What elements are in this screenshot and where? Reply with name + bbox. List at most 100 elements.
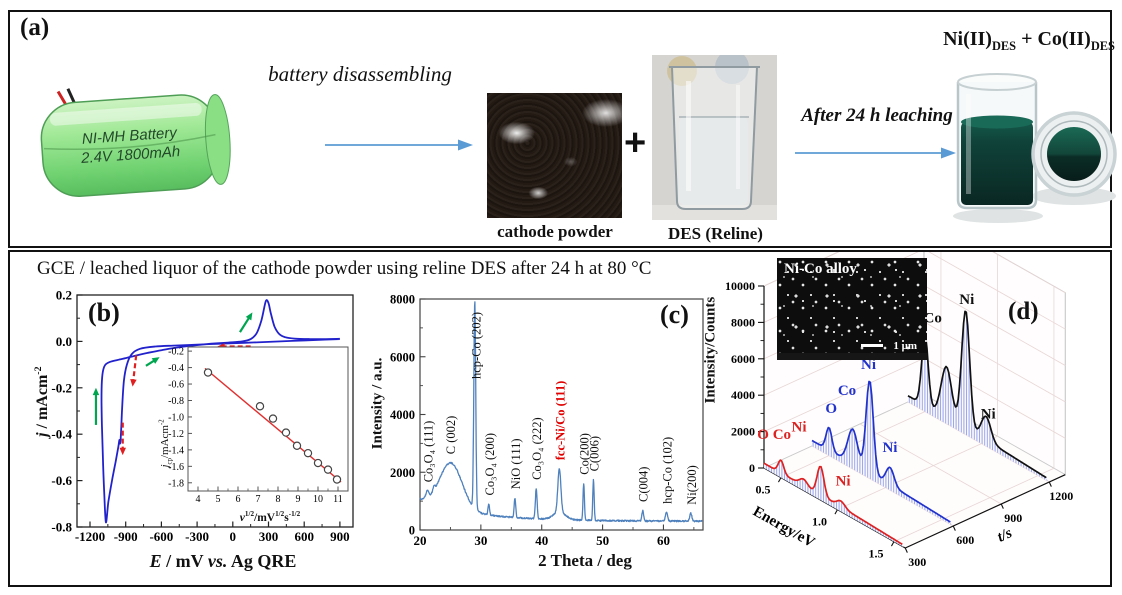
svg-text:300: 300 [908,555,926,569]
svg-text:0: 0 [749,461,755,475]
xrd-plot: 20 30 40 50 60 0 2000 4000 6000 8000 Co₃O₄ (111) C … [390,293,704,548]
svg-text:C(006): C(006) [587,436,601,471]
svg-text:-0.2: -0.2 [168,347,184,358]
panel-c-label: (c) [660,300,689,329]
svg-text:300: 300 [259,529,279,544]
svg-text:6: 6 [236,494,241,505]
step2-text: After 24 h leaching [801,105,953,126]
svg-text:NiO (111): NiO (111) [509,438,523,489]
svg-text:8: 8 [276,494,281,505]
svg-text:0.0: 0.0 [56,334,72,349]
svg-text:-0.8: -0.8 [168,396,184,407]
cv-inset: 4 5 6 7 8 9 10 11 -0.2 -0.4 -0.6 -0.8 -1.0 -1.2 -1.4 -1… [168,346,349,505]
cathode-powder-caption: cathode powder [497,222,613,241]
xrd-xlabel: 2 Theta / deg [538,551,632,570]
svg-text:Energy/eV: Energy/eV [750,504,817,552]
svg-text:11: 11 [333,494,343,505]
arrow-right-icon [795,147,956,159]
battery-text-2: 2.4V 1800mAh [80,143,181,167]
svg-text:-0.6: -0.6 [168,380,184,391]
product-co: Co(II) [1037,28,1091,50]
cv-xlabel: E / mV vs. Ag QRE [149,551,297,571]
product-co-sub: DES [1090,39,1115,53]
svg-text:1.5: 1.5 [868,547,883,561]
svg-text:600: 600 [294,529,314,544]
svg-text:-0.2: -0.2 [51,380,72,395]
svg-text:-600: -600 [149,529,173,544]
svg-text:8000: 8000 [731,315,755,329]
svg-text:0.2: 0.2 [56,288,72,303]
svg-text:6000: 6000 [731,352,755,366]
product-ni: Ni(II) [943,28,992,50]
svg-text:C(004): C(004) [637,467,651,502]
svg-text:Co₃O₄ (200): Co₃O₄ (200) [483,433,497,496]
svg-text:-300: -300 [185,529,209,544]
svg-text:-0.8: -0.8 [51,520,72,535]
svg-text:5: 5 [216,494,221,505]
cv-inset-xlabel: v1/2/mV1/2s-1/2 [239,510,301,524]
svg-text:4000: 4000 [731,388,755,402]
svg-text:Ni: Ni [882,440,897,456]
svg-text:hcp-Co (202): hcp-Co (202) [469,312,483,379]
svg-text:Co: Co [838,383,856,399]
svg-text:Ni(200): Ni(200) [685,465,699,505]
svg-text:t/s: t/s [995,525,1015,546]
svg-text:Ni: Ni [959,292,974,308]
svg-text:20: 20 [414,533,427,548]
svg-text:O Co: O Co [757,427,791,443]
des-beaker-photo [652,55,777,220]
svg-text:-900: -900 [114,529,138,544]
svg-text:Co₃O₄ (111): Co₃O₄ (111) [421,421,435,483]
svg-text:-1.8: -1.8 [168,478,184,489]
svg-text:60: 60 [657,533,670,548]
sem-inset-image: Ni-Co alloy 1 μm [777,258,927,360]
svg-text:Co(200): Co(200) [578,433,592,475]
svg-text:1.0: 1.0 [812,515,827,529]
battery-photo: NI-MH Battery 2.4V 1800mAh [40,88,231,197]
svg-text:-1200: -1200 [75,529,105,544]
svg-text:1200: 1200 [1049,489,1073,503]
bottom-title: GCE / leached liquor of the cathode powd… [37,258,652,279]
svg-text:50: 50 [596,533,609,548]
cv-plot: -1200 -900 -600 -300 0 300 600 900 0.2 0.0 -0.2 -0.… [51,288,354,544]
xrd-ylabel: Intensity / a.u. [369,357,386,450]
svg-text:0: 0 [230,529,237,544]
eds-zlabel: Intensity/Counts [702,296,719,404]
svg-text:Ni: Ni [861,357,876,373]
panel-d-label: (d) [1008,298,1039,325]
svg-text:0: 0 [409,524,415,538]
svg-text:hcp-Co (102): hcp-Co (102) [660,437,674,504]
svg-text:Ni: Ni [981,406,996,422]
svg-text:-1.4: -1.4 [168,445,184,456]
svg-text:0.5: 0.5 [755,483,770,497]
svg-text:600: 600 [956,533,974,547]
svg-text:4000: 4000 [390,408,415,422]
des-caption: DES (Reline) [668,224,763,243]
svg-text:-0.4: -0.4 [51,427,72,442]
sem-scalebar-text: 1 μm [893,340,917,352]
svg-text:C (002): C (002) [444,416,458,455]
svg-text:-1.6: -1.6 [168,462,184,473]
battery-text-1: NI-MH Battery [81,124,178,148]
cv-inset-ylabel: jcp/mAcm-2 [158,419,174,468]
svg-text:30: 30 [474,533,487,548]
cv-chart: -1200 -900 -600 -300 0 300 600 900 0.2 0.0 -0.2 -0.… [51,288,354,544]
product-label: Ni(II)DES + Co(II)DES [938,28,1120,54]
svg-text:10: 10 [313,494,323,505]
svg-text:6000: 6000 [390,350,415,364]
step1-text: battery disassembling [268,62,452,86]
panel-b-label: (b) [88,298,120,327]
svg-text:4: 4 [196,494,201,505]
svg-text:O: O [825,401,837,417]
svg-text:-0.6: -0.6 [51,473,72,488]
svg-text:fcc-Ni/Co (111): fcc-Ni/Co (111) [553,381,567,461]
panel-a-label: (a) [20,14,50,41]
cv-ylabel: j / mAcm-2 [32,366,52,437]
cathode-powder-photo [487,93,622,218]
svg-text:Co₃O₄ (222): Co₃O₄ (222) [530,417,544,480]
product-ni-sub: DES [991,39,1017,53]
svg-text:-1.0: -1.0 [168,412,184,423]
sem-info-strip [777,353,927,360]
svg-text:-0.4: -0.4 [168,363,184,374]
